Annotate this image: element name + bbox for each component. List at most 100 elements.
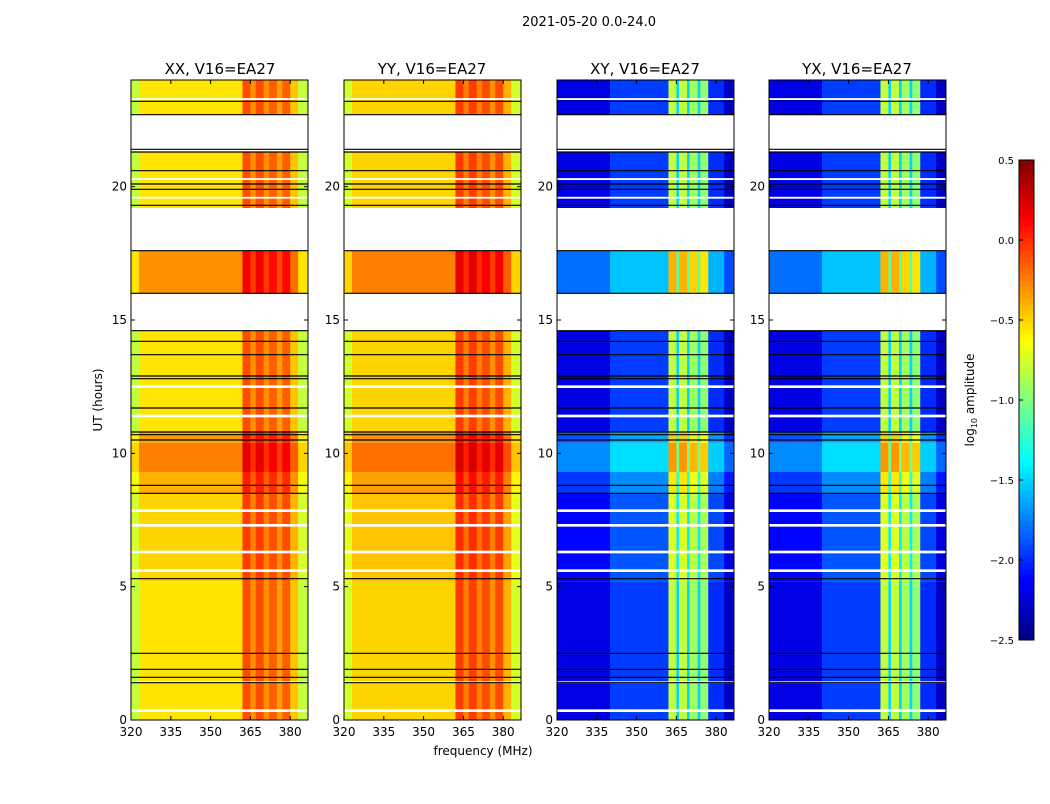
y-axis-label: UT (hours) (91, 368, 105, 431)
heatmap-cell (920, 80, 937, 115)
y-tick-label: 5 (119, 580, 127, 594)
heatmap-cell (138, 432, 243, 443)
colorbar-swatch (1019, 334, 1034, 341)
flagged-band (344, 524, 521, 527)
heatmap-cell (901, 250, 910, 294)
heatmap-cell (503, 493, 512, 582)
heatmap-cell (344, 493, 353, 582)
heatmap-cell (511, 493, 522, 582)
heatmap-cell (255, 432, 264, 443)
heatmap-cell (138, 250, 243, 294)
colorbar-swatch (1019, 442, 1034, 449)
heatmap-cell (880, 472, 889, 494)
heatmap-cell (344, 581, 353, 720)
y-tick-label: 0 (757, 713, 765, 727)
heatmap-cell (891, 581, 900, 720)
heatmap-cell (700, 250, 709, 294)
colorbar-swatch (1019, 292, 1034, 299)
heatmap-cell (131, 472, 140, 494)
heatmap-cell (268, 472, 278, 494)
heatmap-cell (489, 472, 496, 494)
heatmap-cell (689, 432, 698, 443)
heatmap-cell (679, 330, 688, 432)
heatmap-cell (891, 493, 900, 582)
colorbar-swatch (1019, 364, 1034, 371)
flagged-band (769, 709, 946, 712)
heatmap-cell (888, 330, 892, 432)
heatmap-cell (298, 432, 309, 443)
heatmap-cell (679, 80, 688, 115)
heatmap-cell (489, 581, 496, 720)
flagged-band (557, 709, 734, 712)
flagged-band (131, 178, 308, 180)
heatmap-cell (138, 493, 243, 582)
heatmap-cell (912, 493, 921, 582)
heatmap-cell (511, 432, 522, 443)
heatmap-cell (936, 432, 947, 443)
heatmap-cell (912, 432, 921, 443)
heatmap-cell (880, 581, 889, 720)
flagged-band (131, 196, 308, 199)
y-tick-label: 0 (545, 713, 553, 727)
heatmap-cell (481, 432, 491, 443)
panel-title: XX, V16=EA27 (165, 60, 276, 78)
heatmap-cell (131, 581, 140, 720)
heatmap-cell (700, 472, 709, 494)
heatmap-cell (724, 442, 735, 472)
panel-xy: XY, V16=EA27 320 335 350 365 380 0 5 10 15 20 (538, 60, 735, 739)
flagged-band (769, 114, 946, 152)
heatmap-cell (511, 472, 522, 494)
heatmap-cell (687, 250, 690, 294)
heatmap-cell (131, 442, 140, 472)
heatmap-cell (880, 493, 889, 582)
heatmap-cell (708, 493, 725, 582)
flagged-band (557, 196, 734, 199)
heatmap-cell (822, 472, 881, 494)
heatmap-cell (679, 432, 688, 443)
x-tick-label: 365 (452, 725, 475, 739)
heatmap-cell (888, 80, 892, 115)
heatmap-cell (255, 472, 264, 494)
heatmap-cell (668, 472, 677, 494)
colorbar: 0.5 0.0 −0.5 −1.0 −1.5 −2.0 −2.5 (990, 156, 1035, 647)
flagged-band (344, 293, 521, 331)
y-tick-label: 0 (332, 713, 340, 727)
y-tick-label: 10 (750, 446, 765, 460)
heatmap-cell (912, 250, 921, 294)
colorbar-tick-label: −2.5 (990, 636, 1014, 647)
heatmap-cell (724, 250, 735, 294)
colorbar-swatch (1019, 184, 1034, 191)
colorbar-swatch (1019, 418, 1034, 425)
heatmap-cell (610, 472, 669, 494)
heatmap-cell (679, 493, 688, 582)
heatmap-cell (131, 80, 140, 115)
heatmap-cell (263, 581, 270, 720)
y-tick-label: 5 (545, 580, 553, 594)
heatmap-cell (351, 432, 456, 443)
heatmap-cell (351, 250, 456, 294)
heatmap-cell (455, 581, 464, 720)
colorbar-swatch (1019, 208, 1034, 215)
heatmap-cell (242, 472, 251, 494)
heatmap-cell (255, 330, 264, 432)
heatmap-cell (689, 472, 698, 494)
heatmap-cell (131, 493, 140, 582)
heatmap-cell (298, 80, 309, 115)
heatmap-cell (708, 581, 725, 720)
heatmap-cell (268, 432, 278, 443)
colorbar-swatch (1019, 310, 1034, 317)
heatmap-cell (468, 432, 477, 443)
colorbar-swatch (1019, 526, 1034, 533)
heatmap-cell (468, 472, 477, 494)
heatmap-cell (481, 80, 491, 115)
y-tick-label: 10 (325, 446, 340, 460)
heatmap-cell (920, 493, 937, 582)
heatmap-cell (689, 330, 698, 432)
heatmap-cell (344, 250, 353, 294)
heatmap-cell (468, 80, 477, 115)
heatmap-cell (476, 442, 483, 472)
heatmap-cell (131, 250, 140, 294)
heatmap-cell (822, 80, 881, 115)
heatmap-cell (468, 330, 477, 432)
heatmap-cell (489, 80, 496, 115)
